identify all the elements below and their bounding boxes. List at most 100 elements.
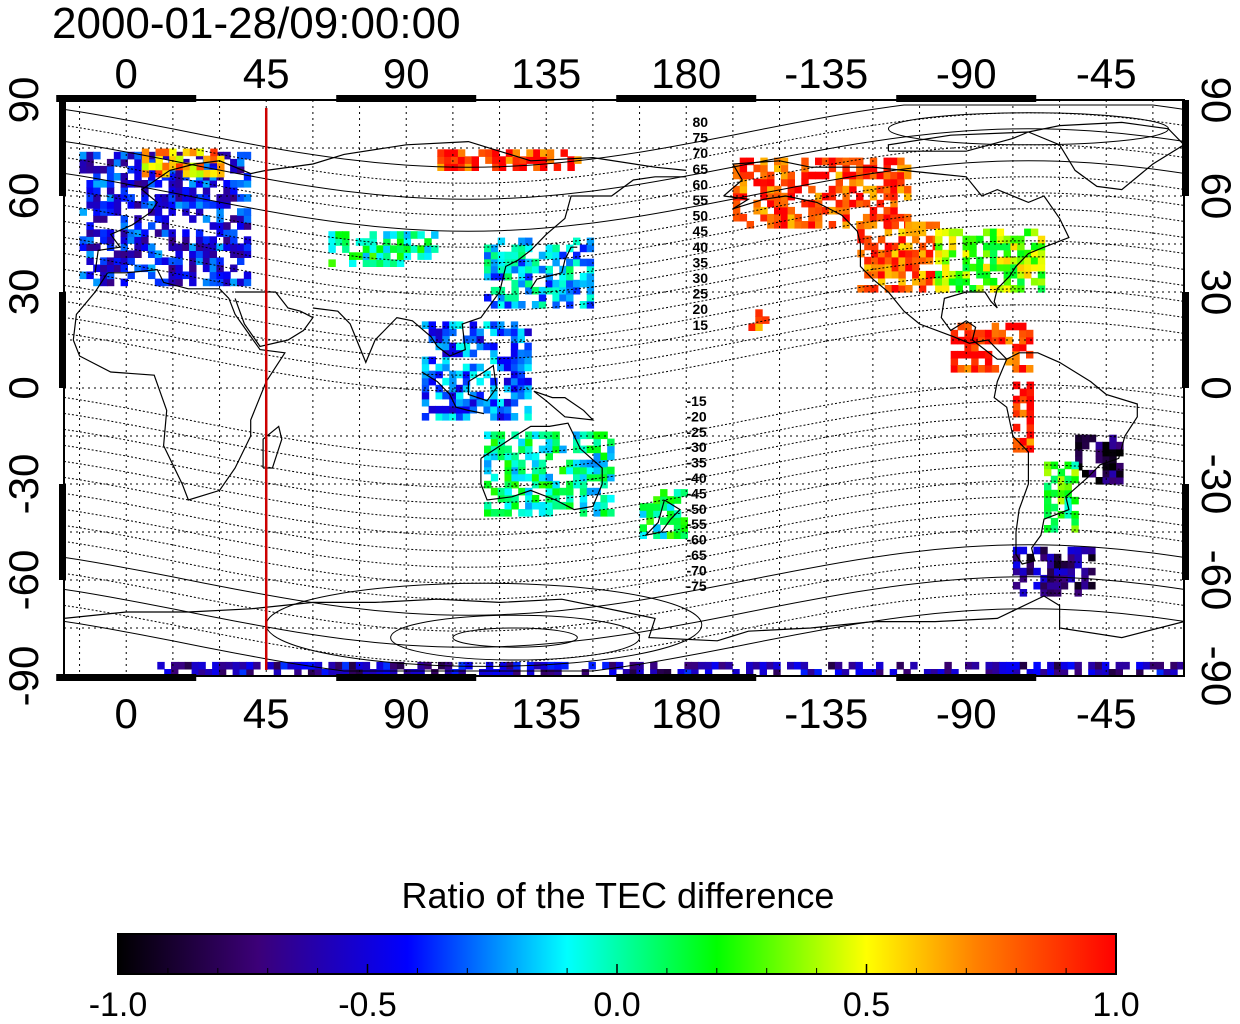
tec-cell xyxy=(856,178,864,187)
tec-cell xyxy=(883,213,891,222)
tec-cell xyxy=(983,242,991,251)
tec-cell xyxy=(195,257,204,265)
tec-cell xyxy=(175,271,183,280)
tec-cell xyxy=(148,264,156,273)
contour-line xyxy=(64,384,1184,456)
tec-cell xyxy=(307,669,316,676)
tec-cell xyxy=(141,229,149,237)
tec-cell xyxy=(767,221,775,229)
tec-cell xyxy=(955,228,963,237)
tec-cell xyxy=(579,445,588,454)
tec-cell xyxy=(390,669,398,676)
tec-cell xyxy=(484,244,492,253)
top-lon-tick-label: 0 xyxy=(115,50,138,97)
tec-cell xyxy=(504,473,512,482)
tec-cell xyxy=(390,245,398,253)
tec-cell xyxy=(552,251,560,260)
tec-cell xyxy=(216,243,224,251)
tec-cell xyxy=(435,335,443,344)
tec-cell xyxy=(168,264,176,273)
tec-cell xyxy=(957,336,965,345)
tec-cell xyxy=(431,669,439,676)
tec-cell xyxy=(442,328,450,337)
tec-cell xyxy=(154,215,163,223)
tec-cell xyxy=(512,149,520,157)
tec-cell xyxy=(362,252,371,260)
tec-cell xyxy=(148,151,156,160)
tec-cell xyxy=(497,438,506,447)
tec-cell xyxy=(579,509,588,517)
tec-cell xyxy=(355,669,364,676)
tec-cell xyxy=(704,669,713,676)
tec-cell xyxy=(157,661,165,670)
tec-cell xyxy=(753,164,761,173)
tec-cell xyxy=(449,405,457,414)
tec-cell xyxy=(1026,416,1034,425)
tec-cell xyxy=(891,270,899,279)
tec-cell xyxy=(161,222,170,230)
tec-cell xyxy=(650,669,658,676)
tec-cell xyxy=(223,229,231,237)
tec-cell xyxy=(680,531,688,539)
tec-cell xyxy=(1101,669,1110,676)
tec-cell xyxy=(884,270,893,279)
tec-cell xyxy=(428,328,436,337)
tec-cell xyxy=(1012,322,1020,331)
tec-cell xyxy=(134,215,142,223)
tec-cell xyxy=(243,236,252,244)
tec-cell xyxy=(209,243,217,251)
tec-cell xyxy=(531,265,540,274)
tec-cell xyxy=(883,206,891,215)
tec-cell xyxy=(964,329,972,338)
tec-cell xyxy=(1026,329,1034,338)
tec-cell xyxy=(106,236,115,244)
tec-cell xyxy=(497,405,505,414)
tec-cell xyxy=(266,661,275,670)
tec-cell xyxy=(216,271,224,280)
tec-cell xyxy=(842,164,850,173)
tec-cell xyxy=(168,180,176,188)
tec-cell xyxy=(673,524,682,532)
tec-cell xyxy=(349,669,357,676)
axis-bar xyxy=(1182,484,1189,580)
tec-cell xyxy=(891,249,899,258)
tec-cell xyxy=(518,438,526,447)
tec-cell xyxy=(1088,553,1096,562)
tec-cell xyxy=(410,231,418,239)
tec-cell xyxy=(746,661,754,670)
tec-cell xyxy=(230,229,238,237)
axis-bar xyxy=(896,674,1037,681)
tec-cell xyxy=(673,531,682,539)
contour-label: 70 xyxy=(692,145,708,161)
tec-cell xyxy=(976,256,984,265)
axis-bar xyxy=(336,95,477,102)
tec-cell xyxy=(1050,489,1059,498)
tec-cell xyxy=(559,501,567,510)
tec-cell xyxy=(767,171,775,180)
tec-cell xyxy=(1037,285,1046,293)
tec-cell xyxy=(390,231,398,239)
tec-cell xyxy=(666,517,675,525)
tec-cell xyxy=(1003,242,1011,251)
tec-cell xyxy=(148,222,156,230)
tec-cell xyxy=(497,251,506,260)
tec-cell xyxy=(1005,322,1013,331)
tec-cell xyxy=(925,270,934,279)
tec-cell xyxy=(653,510,661,518)
tec-cell xyxy=(877,263,886,272)
tec-cell xyxy=(808,185,816,194)
coastline xyxy=(312,176,687,364)
tec-cell xyxy=(442,413,450,421)
tec-cell xyxy=(161,257,170,265)
tec-cell xyxy=(746,669,754,676)
contour-line xyxy=(64,240,1184,312)
coastline xyxy=(723,160,1070,360)
tec-cell xyxy=(691,661,699,670)
tec-cell xyxy=(93,180,101,188)
tec-cell xyxy=(1012,581,1021,590)
tec-cell xyxy=(538,445,547,454)
tec-cell xyxy=(525,272,533,281)
tec-cell xyxy=(531,459,540,468)
tec-cell xyxy=(141,264,149,273)
tec-cell xyxy=(202,194,211,202)
